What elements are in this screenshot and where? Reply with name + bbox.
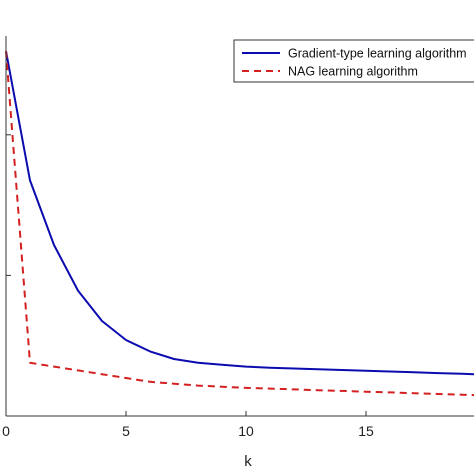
legend-box xyxy=(233,39,474,83)
legend-label-1: Gradient-type learning algorithm xyxy=(288,47,467,61)
x-tick-label: 5 xyxy=(122,423,130,439)
plot-lines xyxy=(5,51,474,397)
x-axis-label: k xyxy=(244,453,252,470)
series-line-1 xyxy=(5,51,474,376)
legend-label-2: NAG learning algorithm xyxy=(288,65,418,79)
series-line-2 xyxy=(5,51,474,397)
x-tick-label: 10 xyxy=(238,423,254,439)
x-tick-label: 0 xyxy=(2,423,10,439)
x-tick-label: 15 xyxy=(358,423,374,439)
x-ticks: 0 5 10 15 xyxy=(2,411,374,439)
axes xyxy=(5,36,474,417)
legend: Gradient-type learning algorithm NAG lear… xyxy=(233,39,474,83)
y-ticks xyxy=(6,134,11,417)
